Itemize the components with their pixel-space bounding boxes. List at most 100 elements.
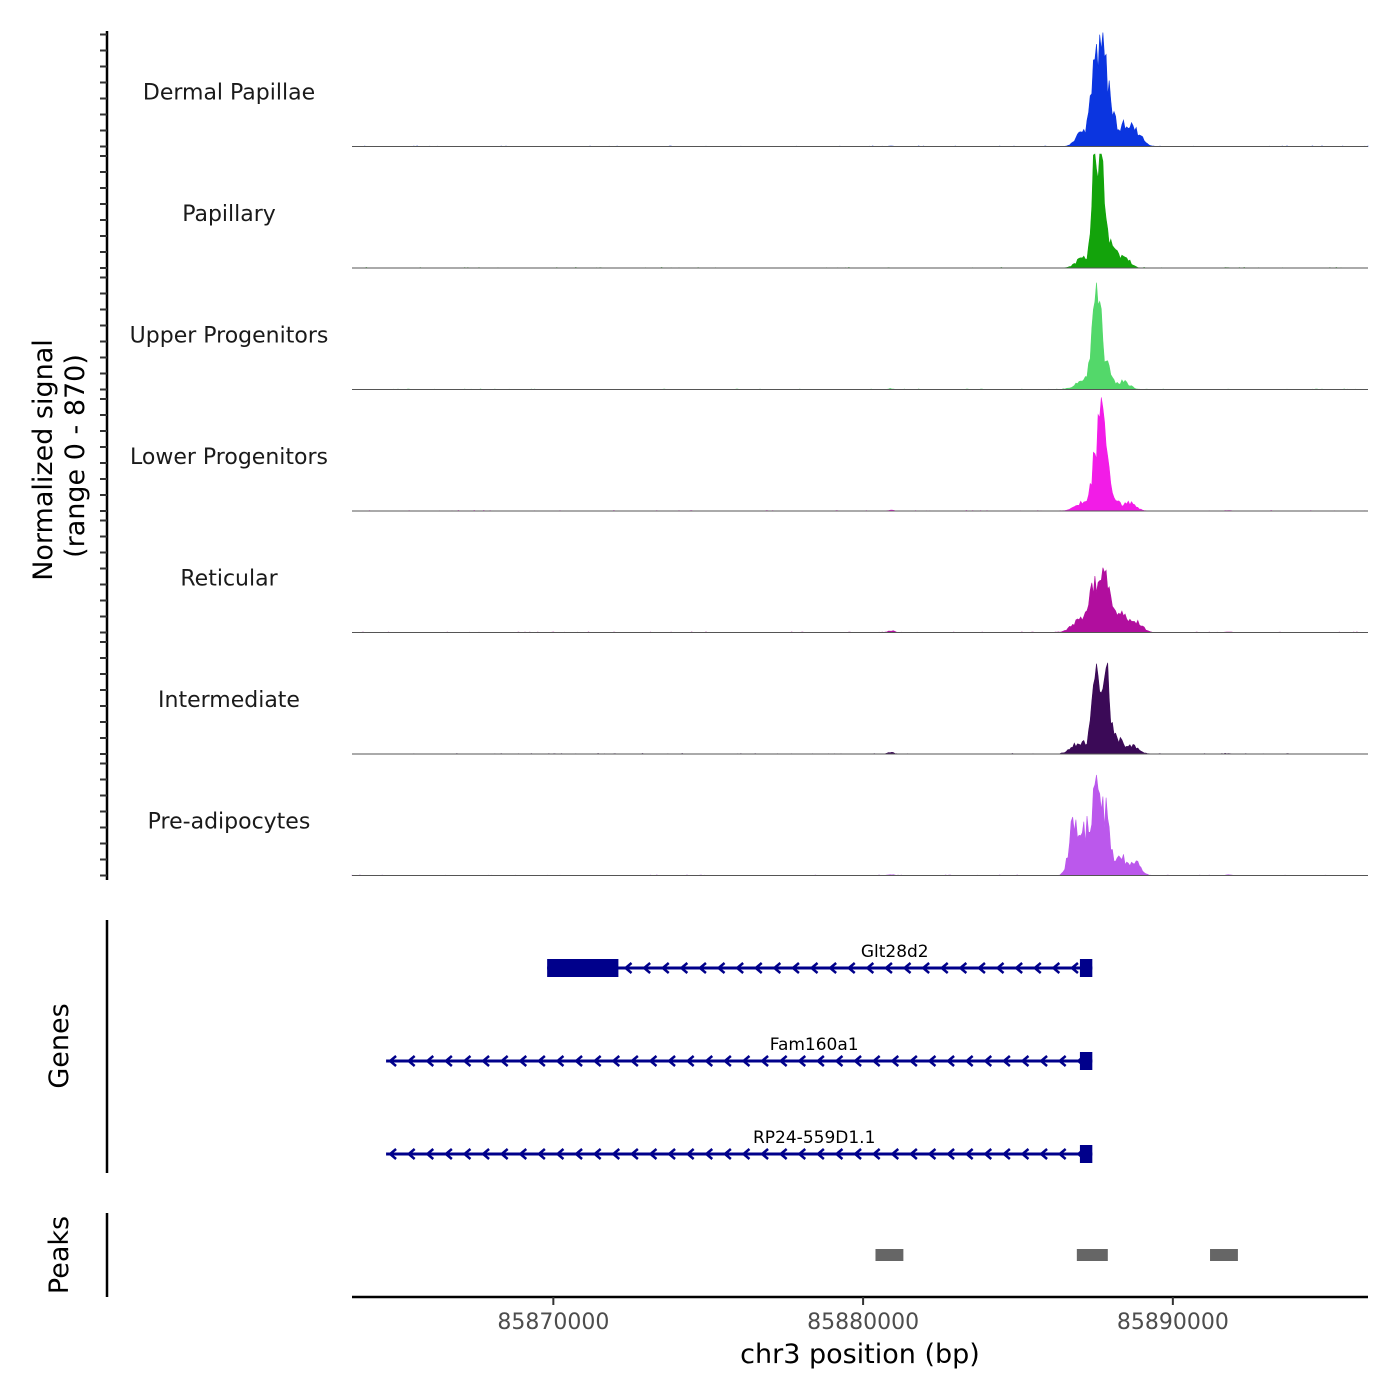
strand-arrow xyxy=(555,1148,565,1160)
strand-arrow xyxy=(760,1055,769,1067)
coverage-tracks: Dermal Papillae Papillary Upper Progenitor… xyxy=(130,32,1369,876)
strand-arrow xyxy=(958,962,968,974)
strand-arrow xyxy=(388,1148,397,1160)
strand-arrow xyxy=(815,1148,825,1160)
signal-area xyxy=(352,662,1368,755)
strand-arrow xyxy=(983,1055,993,1067)
track-upper-progenitors: Upper Progenitors xyxy=(130,282,1368,390)
track-label: Papillary xyxy=(182,202,276,227)
peaks-title: Peaks xyxy=(44,1216,75,1294)
strand-arrow xyxy=(890,1055,900,1067)
strand-arrow xyxy=(797,1055,807,1067)
strand-arrow xyxy=(753,962,763,974)
strand-arrow xyxy=(722,1148,732,1160)
track-label: Intermediate xyxy=(158,688,300,713)
strand-arrow xyxy=(685,1055,695,1067)
strand-arrow xyxy=(908,1055,918,1067)
track-reticular: Reticular xyxy=(180,567,1368,633)
strand-arrow xyxy=(890,1148,900,1160)
strand-arrow xyxy=(976,962,986,974)
strand-arrow xyxy=(908,1148,918,1160)
exon xyxy=(1079,1145,1093,1163)
strand-arrow xyxy=(406,1148,416,1160)
strand-arrow xyxy=(629,1055,639,1067)
strand-arrow xyxy=(623,962,633,974)
gene-glt28d2: Glt28d2 xyxy=(547,942,1093,977)
strand-arrow xyxy=(499,1055,509,1067)
x-tick-label: 85890000 xyxy=(1117,1310,1229,1335)
strand-arrow xyxy=(760,1148,769,1160)
strand-arrow xyxy=(871,1055,881,1067)
strand-arrow xyxy=(518,1055,528,1067)
strand-arrow xyxy=(1069,962,1079,974)
strand-arrow xyxy=(388,1055,397,1067)
strand-arrow xyxy=(574,1148,583,1160)
strand-arrow xyxy=(735,962,744,974)
track-lower-progenitors: Lower Progenitors xyxy=(130,397,1368,512)
strand-arrow xyxy=(1014,962,1023,974)
strand-arrow xyxy=(499,1148,509,1160)
peak-region xyxy=(875,1249,904,1261)
signal-area xyxy=(352,32,1369,147)
strand-arrow xyxy=(834,1148,844,1160)
strand-arrow xyxy=(927,1148,937,1160)
strand-arrow xyxy=(995,962,1005,974)
strand-arrow xyxy=(685,1148,695,1160)
strand-arrow xyxy=(536,1055,546,1067)
strand-arrow xyxy=(772,962,782,974)
strand-arrow xyxy=(629,1148,639,1160)
strand-arrow xyxy=(406,1055,416,1067)
genes-title: Genes xyxy=(44,1003,75,1088)
track-pre-adipocytes: Pre-adipocytes xyxy=(148,774,1368,876)
strand-arrow xyxy=(716,962,726,974)
exon xyxy=(1079,1052,1093,1070)
signal-area xyxy=(352,153,1368,269)
strand-arrow xyxy=(834,1055,844,1067)
signal-area xyxy=(351,282,1368,390)
strand-arrow xyxy=(946,1055,955,1067)
strand-arrow xyxy=(946,1148,955,1160)
genes-panel: Glt28d2 Fam160a1 RP24-559D1.1 xyxy=(105,920,1093,1173)
strand-arrow xyxy=(1039,1148,1048,1160)
strand-arrow xyxy=(648,1148,658,1160)
exon xyxy=(547,959,619,977)
strand-arrow xyxy=(741,1055,751,1067)
strand-arrow xyxy=(704,1148,714,1160)
strand-arrow xyxy=(611,1148,621,1160)
strand-arrow xyxy=(865,962,875,974)
gene-rp24-559d1-1: RP24-559D1.1 xyxy=(386,1128,1093,1163)
strand-arrow xyxy=(425,1148,435,1160)
y-axis-title-line-1: Normalized signal xyxy=(28,339,59,581)
strand-arrow xyxy=(1020,1148,1030,1160)
strand-arrow xyxy=(1057,1148,1067,1160)
strand-arrow xyxy=(518,1148,528,1160)
strand-arrow xyxy=(574,1055,583,1067)
strand-arrow xyxy=(667,1148,676,1160)
strand-arrow xyxy=(642,962,651,974)
strand-arrow xyxy=(790,962,800,974)
strand-arrow xyxy=(443,1148,453,1160)
strand-arrow xyxy=(462,1055,472,1067)
strand-arrow xyxy=(921,962,930,974)
track-intermediate: Intermediate xyxy=(158,662,1368,755)
strand-arrow xyxy=(481,1148,490,1160)
strand-arrow xyxy=(592,1055,602,1067)
strand-arrow xyxy=(443,1055,453,1067)
y-axis-title-line-2: (range 0 - 870) xyxy=(60,354,91,558)
strand-arrow xyxy=(846,962,856,974)
strand-arrow xyxy=(1001,1148,1011,1160)
strand-arrow xyxy=(797,1148,807,1160)
strand-arrow xyxy=(536,1148,546,1160)
x-axis: 85870000 85880000 85890000 xyxy=(352,1295,1368,1335)
strand-arrow xyxy=(481,1055,490,1067)
strand-arrow xyxy=(667,1055,676,1067)
x-tick-label: 85880000 xyxy=(807,1310,919,1335)
strand-arrow xyxy=(927,1055,937,1067)
strand-arrow xyxy=(778,1148,788,1160)
track-papillary: Papillary xyxy=(182,153,1368,269)
peak-region xyxy=(1210,1249,1238,1261)
strand-arrow xyxy=(983,1148,993,1160)
strand-arrow xyxy=(1020,1055,1030,1067)
strand-arrow xyxy=(592,1148,602,1160)
